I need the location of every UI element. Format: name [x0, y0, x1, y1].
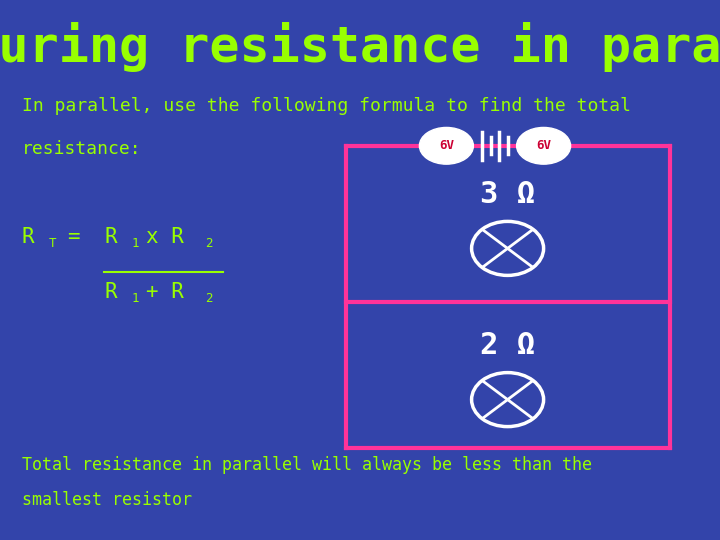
Circle shape	[472, 373, 544, 427]
Text: 6V: 6V	[536, 139, 551, 152]
Text: 1: 1	[132, 237, 139, 249]
Text: 2 Ω: 2 Ω	[480, 331, 535, 360]
Ellipse shape	[517, 127, 571, 164]
Text: In parallel, use the following formula to find the total: In parallel, use the following formula t…	[22, 97, 631, 115]
Text: 3 Ω: 3 Ω	[480, 180, 535, 209]
Text: R: R	[104, 227, 117, 247]
Text: Total resistance in parallel will always be less than the: Total resistance in parallel will always…	[22, 456, 592, 474]
Text: 6V: 6V	[439, 139, 454, 152]
Ellipse shape	[420, 127, 474, 164]
Text: =: =	[67, 227, 80, 247]
Circle shape	[472, 221, 544, 275]
Text: 2: 2	[205, 237, 212, 249]
Text: resistance:: resistance:	[22, 140, 141, 158]
Text: x R: x R	[146, 227, 184, 247]
Text: smallest resistor: smallest resistor	[22, 491, 192, 509]
Text: 2: 2	[205, 292, 212, 305]
Text: + R: + R	[146, 282, 184, 302]
Text: measuring resistance in parallel: measuring resistance in parallel	[0, 22, 720, 72]
Text: T: T	[49, 237, 56, 249]
Text: 1: 1	[132, 292, 139, 305]
Text: R: R	[22, 227, 35, 247]
Text: R: R	[104, 282, 117, 302]
